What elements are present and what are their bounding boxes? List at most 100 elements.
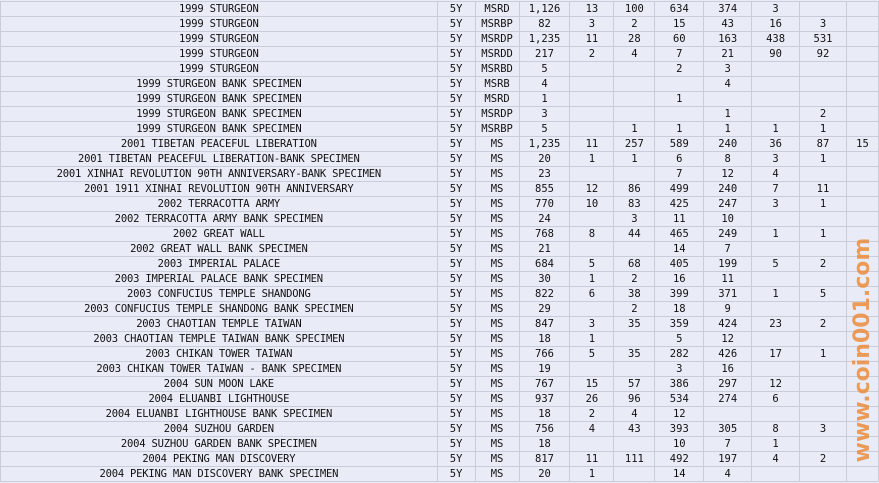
- cell-g3[interactable]: 16: [654, 271, 705, 287]
- cell-g6[interactable]: 5: [799, 286, 847, 302]
- cell-g2[interactable]: [613, 166, 656, 182]
- cell-coin-name[interactable]: 2001 1911 XINHAI REVOLUTION 90TH ANNIVER…: [0, 181, 438, 197]
- cell-g5[interactable]: 1: [751, 226, 801, 242]
- cell-coin-name[interactable]: 2003 CHAOTIAN TEMPLE TAIWAN: [0, 316, 438, 332]
- cell-g1[interactable]: 1: [569, 271, 615, 287]
- cell-denomination[interactable]: 5Y: [436, 301, 476, 317]
- cell-g5[interactable]: 6: [751, 391, 801, 407]
- cell-g1[interactable]: [569, 241, 615, 257]
- cell-g7[interactable]: [845, 241, 879, 257]
- cell-g4[interactable]: 426: [703, 346, 753, 362]
- cell-g1[interactable]: [569, 91, 615, 107]
- cell-coin-name[interactable]: 1999 STURGEON: [0, 16, 438, 32]
- cell-g3[interactable]: 7: [654, 46, 705, 62]
- cell-coin-name[interactable]: 1999 STURGEON: [0, 31, 438, 47]
- cell-grade-type[interactable]: MSRDD: [474, 46, 520, 62]
- cell-total[interactable]: 21: [518, 241, 571, 257]
- cell-g5[interactable]: [751, 406, 801, 422]
- cell-denomination[interactable]: 5Y: [436, 316, 476, 332]
- cell-g2[interactable]: 2: [613, 16, 656, 32]
- cell-g1[interactable]: 5: [569, 256, 615, 272]
- cell-coin-name[interactable]: 1999 STURGEON: [0, 61, 438, 77]
- cell-total[interactable]: 770: [518, 196, 571, 212]
- cell-denomination[interactable]: 5Y: [436, 76, 476, 92]
- cell-g1[interactable]: 1: [569, 151, 615, 167]
- cell-g7[interactable]: [845, 421, 879, 437]
- cell-grade-type[interactable]: MS: [474, 151, 520, 167]
- cell-g1[interactable]: [569, 61, 615, 77]
- cell-denomination[interactable]: 5Y: [436, 346, 476, 362]
- cell-g3[interactable]: 10: [654, 436, 705, 452]
- cell-g2[interactable]: 1: [613, 151, 656, 167]
- cell-g7[interactable]: [845, 1, 879, 17]
- cell-coin-name[interactable]: 2004 SUN MOON LAKE: [0, 376, 438, 392]
- cell-grade-type[interactable]: MS: [474, 361, 520, 377]
- cell-g4[interactable]: 297: [703, 376, 753, 392]
- cell-denomination[interactable]: 5Y: [436, 196, 476, 212]
- cell-grade-type[interactable]: MS: [474, 136, 520, 152]
- cell-g7[interactable]: [845, 391, 879, 407]
- cell-g2[interactable]: 43: [613, 421, 656, 437]
- cell-g5[interactable]: 7: [751, 181, 801, 197]
- cell-g7[interactable]: [845, 316, 879, 332]
- cell-denomination[interactable]: 5Y: [436, 121, 476, 137]
- cell-g7[interactable]: [845, 196, 879, 212]
- cell-g7[interactable]: [845, 211, 879, 227]
- cell-g1[interactable]: 6: [569, 286, 615, 302]
- cell-g5[interactable]: [751, 91, 801, 107]
- cell-g5[interactable]: 8: [751, 421, 801, 437]
- cell-denomination[interactable]: 5Y: [436, 421, 476, 437]
- cell-g3[interactable]: 11: [654, 211, 705, 227]
- cell-g6[interactable]: [799, 391, 847, 407]
- cell-coin-name[interactable]: 2003 CHAOTIAN TEMPLE TAIWAN BANK SPECIME…: [0, 331, 438, 347]
- cell-denomination[interactable]: 5Y: [436, 361, 476, 377]
- cell-coin-name[interactable]: 2002 GREAT WALL BANK SPECIMEN: [0, 241, 438, 257]
- cell-coin-name[interactable]: 2004 ELUANBI LIGHTHOUSE BANK SPECIMEN: [0, 406, 438, 422]
- cell-g3[interactable]: [654, 76, 705, 92]
- cell-g2[interactable]: [613, 61, 656, 77]
- cell-g3[interactable]: 15: [654, 16, 705, 32]
- cell-total[interactable]: 82: [518, 16, 571, 32]
- cell-g1[interactable]: [569, 106, 615, 122]
- cell-denomination[interactable]: 5Y: [436, 271, 476, 287]
- cell-grade-type[interactable]: MS: [474, 331, 520, 347]
- cell-g1[interactable]: 26: [569, 391, 615, 407]
- cell-g2[interactable]: 35: [613, 346, 656, 362]
- cell-g5[interactable]: 1: [751, 436, 801, 452]
- cell-g6[interactable]: [799, 406, 847, 422]
- cell-g4[interactable]: 240: [703, 181, 753, 197]
- cell-g3[interactable]: [654, 106, 705, 122]
- cell-g7[interactable]: [845, 256, 879, 272]
- cell-grade-type[interactable]: MS: [474, 436, 520, 452]
- cell-g1[interactable]: 2: [569, 406, 615, 422]
- cell-g3[interactable]: 282: [654, 346, 705, 362]
- cell-coin-name[interactable]: 1999 STURGEON BANK SPECIMEN: [0, 76, 438, 92]
- cell-total[interactable]: 768: [518, 226, 571, 242]
- cell-g6[interactable]: 87: [799, 136, 847, 152]
- cell-g4[interactable]: 247: [703, 196, 753, 212]
- cell-total[interactable]: 847: [518, 316, 571, 332]
- cell-g1[interactable]: 15: [569, 376, 615, 392]
- cell-total[interactable]: 19: [518, 361, 571, 377]
- cell-coin-name[interactable]: 2002 TERRACOTTA ARMY BANK SPECIMEN: [0, 211, 438, 227]
- cell-g7[interactable]: [845, 286, 879, 302]
- cell-g3[interactable]: 1: [654, 91, 705, 107]
- cell-total[interactable]: 817: [518, 451, 571, 467]
- cell-g5[interactable]: [751, 466, 801, 482]
- cell-g4[interactable]: 9: [703, 301, 753, 317]
- cell-g4[interactable]: 197: [703, 451, 753, 467]
- cell-g4[interactable]: 371: [703, 286, 753, 302]
- cell-g7[interactable]: 15: [845, 136, 879, 152]
- cell-g3[interactable]: 399: [654, 286, 705, 302]
- cell-g2[interactable]: 257: [613, 136, 656, 152]
- cell-g2[interactable]: 2: [613, 301, 656, 317]
- cell-g7[interactable]: [845, 466, 879, 482]
- cell-grade-type[interactable]: MSRDP: [474, 31, 520, 47]
- cell-g6[interactable]: 3: [799, 16, 847, 32]
- cell-grade-type[interactable]: MSRB: [474, 76, 520, 92]
- cell-g2[interactable]: 38: [613, 286, 656, 302]
- cell-grade-type[interactable]: MS: [474, 271, 520, 287]
- cell-grade-type[interactable]: MS: [474, 226, 520, 242]
- cell-coin-name[interactable]: 2003 IMPERIAL PALACE BANK SPECIMEN: [0, 271, 438, 287]
- cell-total[interactable]: 1,235: [518, 136, 571, 152]
